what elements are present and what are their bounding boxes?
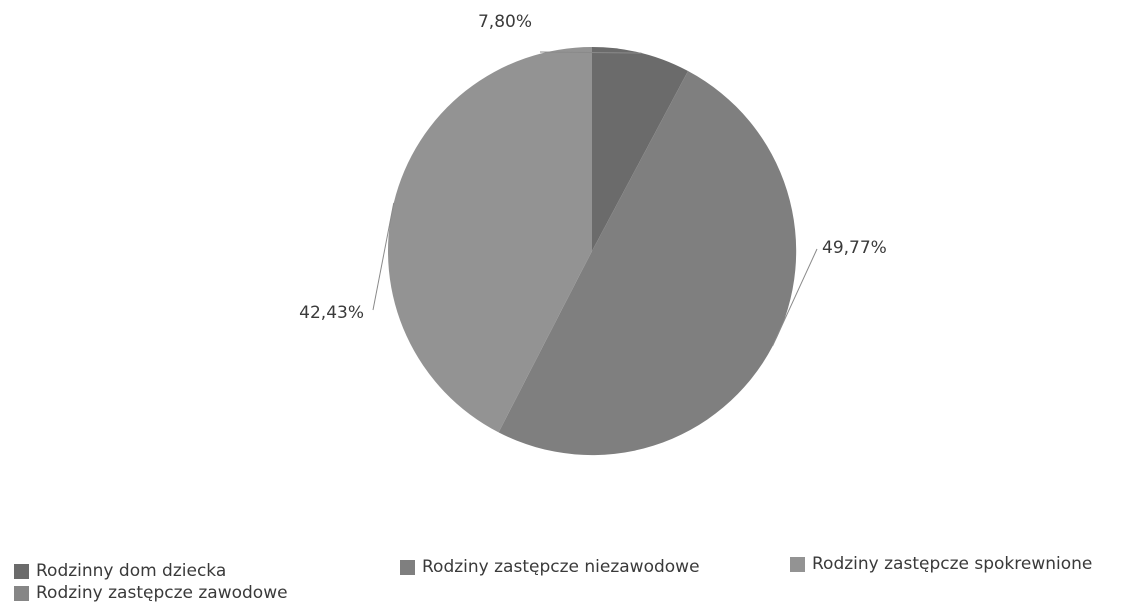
legend-label: Rodziny zastępcze zawodowe: [36, 583, 288, 603]
pie-data-labels: 7,80% 49,77% 42,43%: [299, 12, 887, 346]
legend-swatch: [14, 563, 29, 579]
pie-chart: 7,80% 49,77% 42,43%: [299, 12, 887, 456]
pie-slice-3: [387, 47, 592, 433]
legend-swatch: [400, 559, 415, 575]
legend-item-rodziny-zastepcze-zawodowe: Rodziny zastępcze zawodowe: [14, 583, 288, 603]
leader-line-2: [772, 248, 818, 346]
legend-item-rodzinny-dom-dziecka: Rodzinny dom dziecka: [14, 561, 226, 581]
legend-item-rodziny-zastepcze-spokrewnione: Rodziny zastępcze spokrewnione: [790, 554, 1092, 574]
pie-slice-2: [498, 71, 797, 456]
data-label-2: 49,77%: [822, 238, 887, 258]
legend-swatch: [790, 556, 805, 572]
legend-item-rodziny-zastepcze-niezawodowe: Rodziny zastępcze niezawodowe: [400, 557, 700, 577]
pie-slices: [387, 47, 797, 456]
data-label-3: 42,43%: [299, 303, 364, 323]
leader-line-3: [372, 202, 395, 311]
leader-line-1: [539, 51, 642, 54]
legend-label: Rodziny zastępcze spokrewnione: [812, 554, 1093, 574]
legend-swatch: [14, 585, 29, 601]
data-label-1: 7,80%: [478, 12, 532, 32]
legend-label: Rodziny zastępcze niezawodowe: [422, 557, 700, 577]
legend-label: Rodzinny dom dziecka: [36, 561, 227, 581]
pie-slice-1: [592, 47, 689, 251]
